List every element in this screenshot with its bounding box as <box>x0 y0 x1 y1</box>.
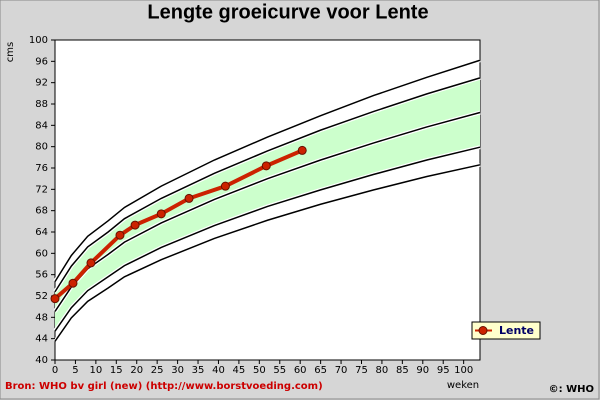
x-tick-label: 20 <box>130 365 143 376</box>
reference-curve <box>54 59 481 282</box>
copyright: ©: WHO <box>549 384 594 395</box>
y-tick-label: 68 <box>35 206 48 217</box>
y-tick-label: 96 <box>35 56 48 67</box>
x-axis-label: weken <box>447 380 479 391</box>
y-tick-label: 84 <box>35 120 48 131</box>
data-point <box>297 145 307 155</box>
y-tick-label: 88 <box>35 99 48 110</box>
x-tick-label: 70 <box>335 365 348 376</box>
y-tick-label: 64 <box>35 227 48 238</box>
x-tick-label: 60 <box>294 365 307 376</box>
data-point <box>130 220 140 230</box>
x-tick-label: 40 <box>212 365 225 376</box>
chart-title: Lengte groeicurve voor Lente <box>147 1 428 23</box>
series-line <box>53 148 304 301</box>
data-point <box>86 258 96 268</box>
y-axis-label: cms <box>5 42 16 62</box>
x-tick-label: 15 <box>110 365 123 376</box>
data-point <box>261 161 271 171</box>
x-tick-label: 30 <box>171 365 184 376</box>
x-tick-label: 0 <box>52 365 58 376</box>
y-tick-label: 80 <box>35 142 48 153</box>
y-tick-label: 72 <box>35 184 48 195</box>
data-point <box>156 209 166 219</box>
x-tick-label: 5 <box>72 365 78 376</box>
x-tick-label: 95 <box>437 365 450 376</box>
x-tick-label: 80 <box>376 365 389 376</box>
y-tick-label: 40 <box>35 355 48 366</box>
data-point <box>50 294 60 304</box>
x-tick-label: 10 <box>89 365 102 376</box>
y-tick-label: 56 <box>35 270 48 281</box>
y-tick-label: 44 <box>35 334 48 345</box>
x-tick-label: 75 <box>355 365 368 376</box>
y-tick-label: 92 <box>35 78 48 89</box>
y-tick-label: 60 <box>35 248 48 259</box>
y-tick-label: 76 <box>35 163 48 174</box>
y-tick-label: 48 <box>35 312 48 323</box>
x-tick-label: 90 <box>416 365 429 376</box>
legend-label: Lente <box>499 324 534 337</box>
data-point <box>220 181 230 191</box>
legend-marker <box>478 326 488 335</box>
reference-curve <box>54 164 481 342</box>
x-tick-label: 35 <box>192 365 205 376</box>
x-tick-label: 55 <box>273 365 286 376</box>
legend-box <box>471 321 541 340</box>
x-tick-label: 25 <box>151 365 164 376</box>
y-tick-label: 100 <box>29 35 48 46</box>
reference-curve <box>54 77 481 293</box>
data-point <box>68 278 78 288</box>
x-tick-label: 85 <box>396 365 409 376</box>
x-tick-label: 65 <box>314 365 327 376</box>
data-point <box>115 230 125 240</box>
source: Bron: WHO bv girl (new) (http://www.bors… <box>5 381 323 392</box>
y-tick-label: 52 <box>35 291 48 302</box>
data-point <box>184 193 194 203</box>
x-tick-label: 45 <box>233 365 246 376</box>
x-tick-label: 50 <box>253 365 266 376</box>
reference-curve <box>54 146 481 332</box>
x-tick-label: 100 <box>454 365 473 376</box>
